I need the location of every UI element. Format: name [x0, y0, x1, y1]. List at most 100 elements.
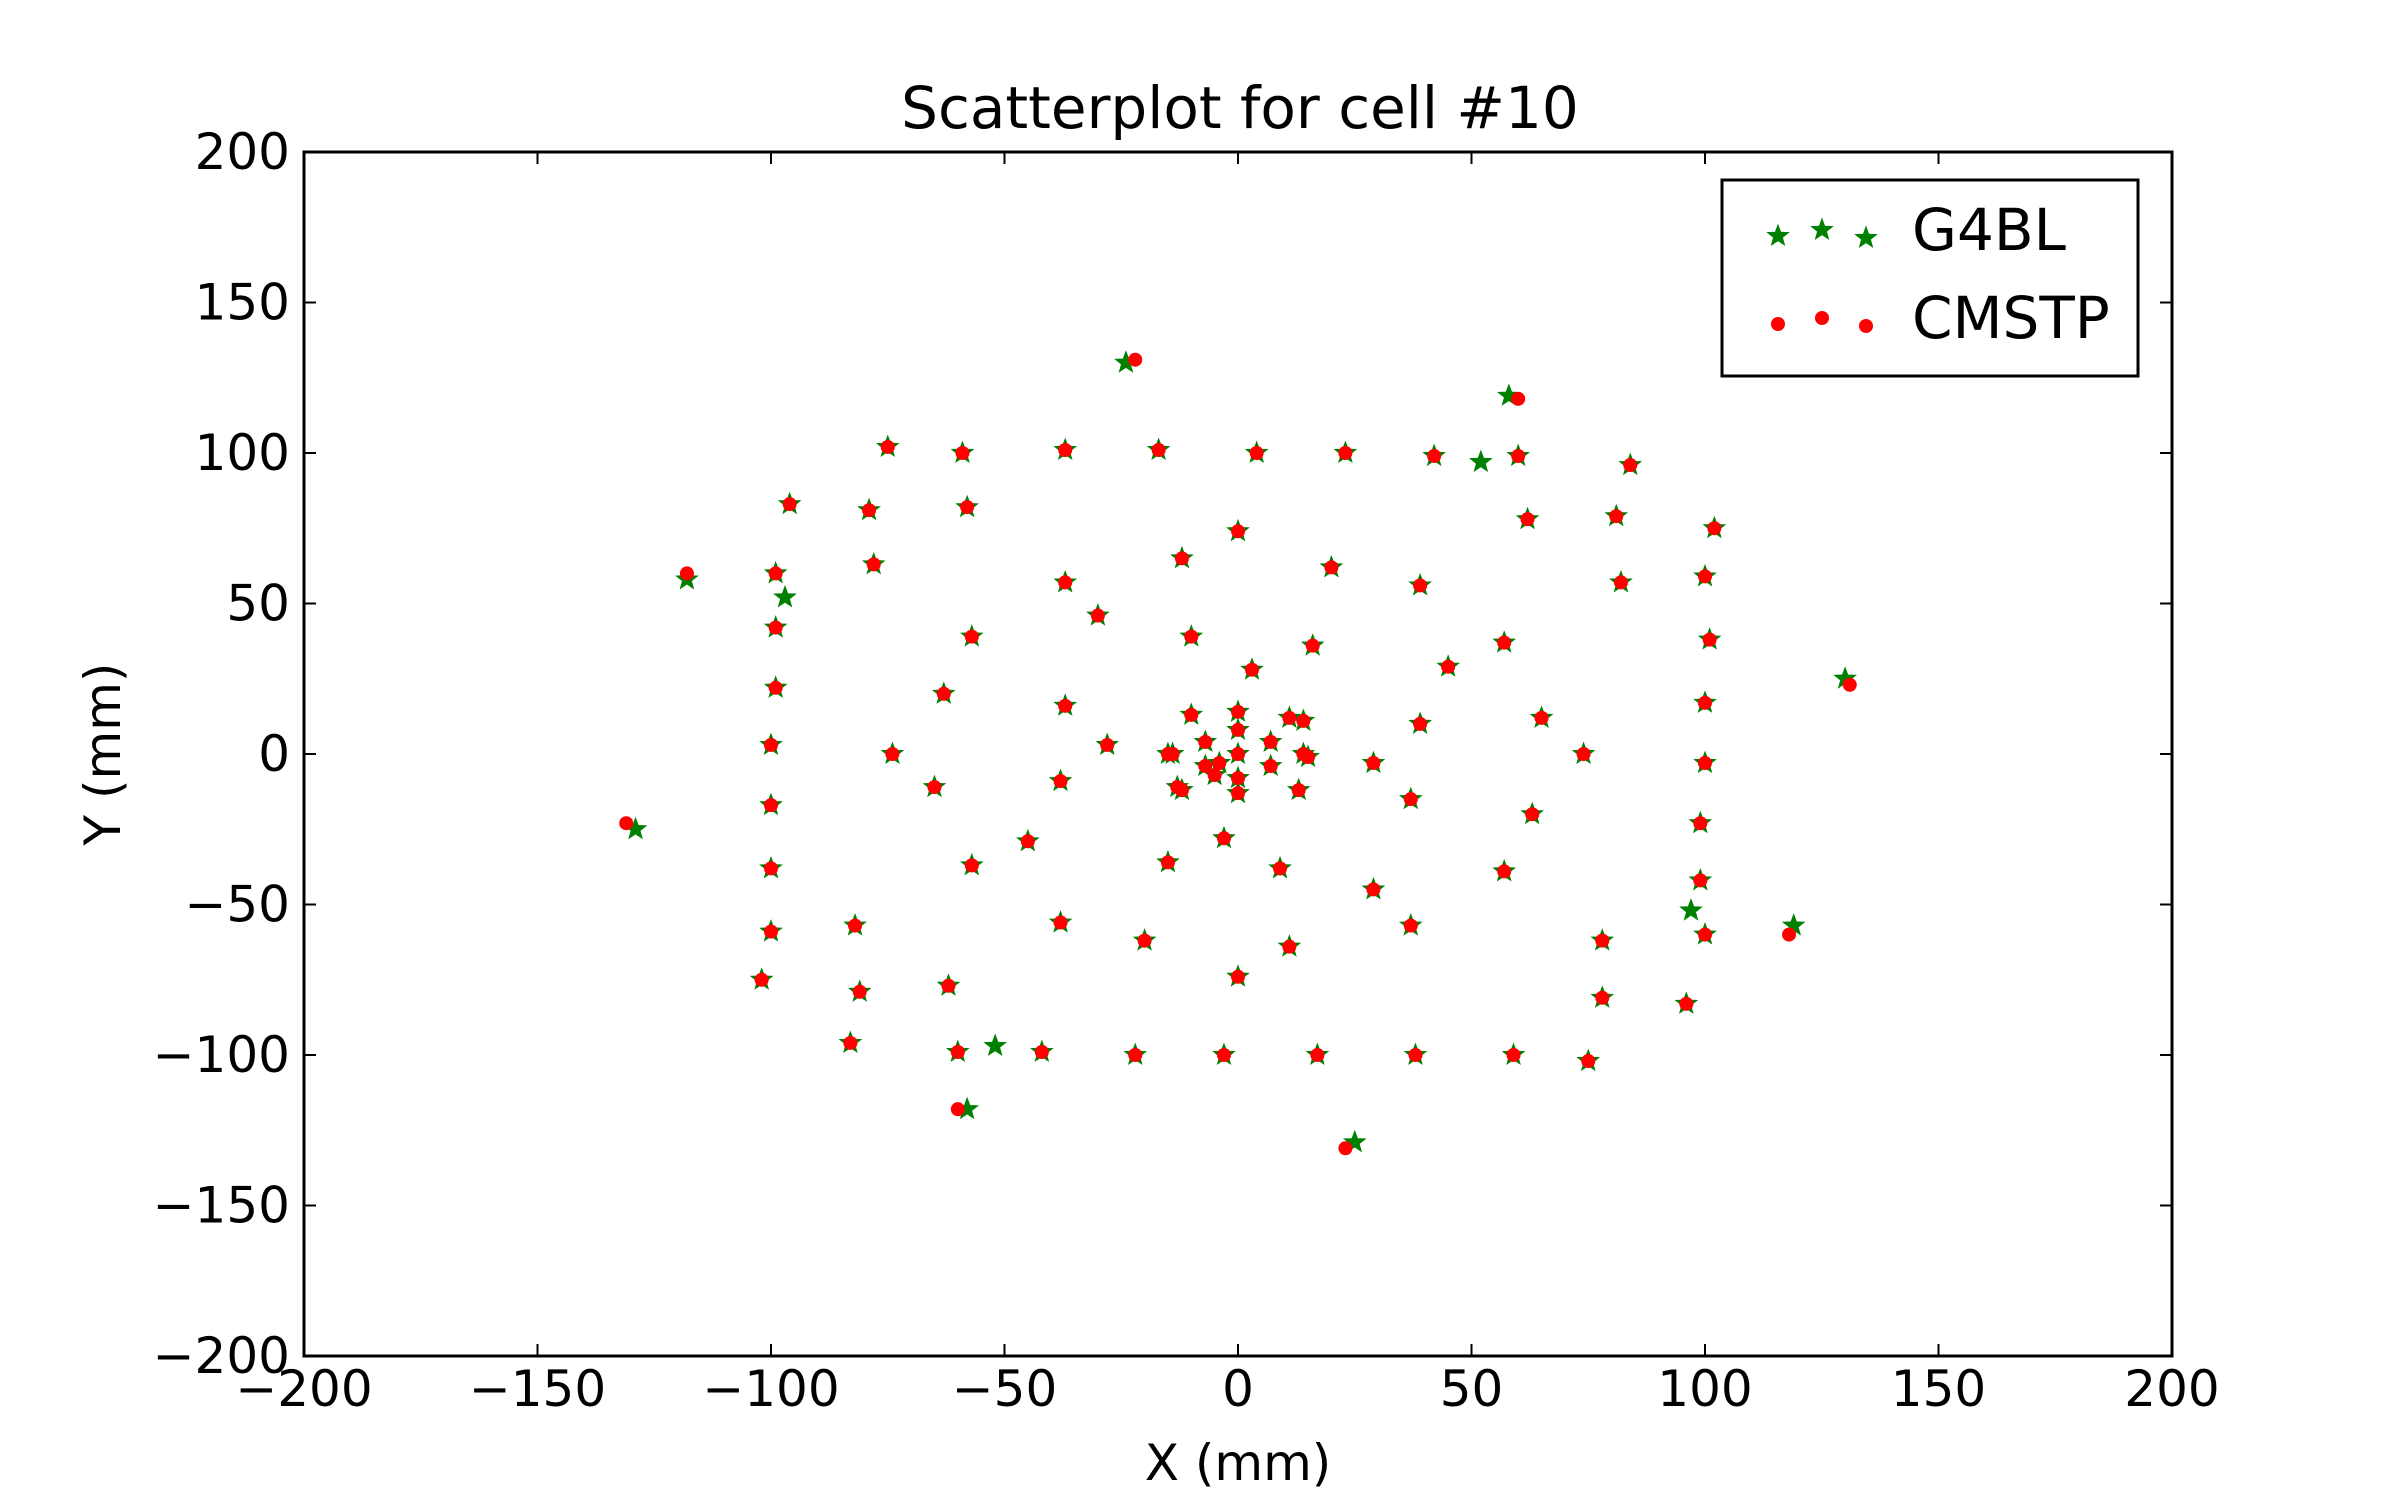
plot-frame: [302, 150, 2174, 1358]
cmstp-point: [866, 557, 881, 572]
cmstp-point: [964, 858, 979, 873]
cmstp-point: [1058, 442, 1073, 457]
y-tick-label: −50: [184, 876, 290, 934]
cmstp-point: [1693, 873, 1708, 888]
legend-marker-g4bl: [1766, 223, 1790, 247]
cmstp-point: [1427, 449, 1442, 464]
y-tick-label: −100: [153, 1026, 290, 1084]
cmstp-point: [1184, 629, 1199, 644]
legend: G4BL CMSTP: [1720, 178, 2140, 378]
cmstp-point: [1441, 659, 1456, 674]
x-tick-label: 150: [1891, 1360, 1986, 1418]
cmstp-point: [1174, 551, 1189, 566]
g4bl-point: [1342, 1129, 1367, 1153]
x-tick-label: −100: [702, 1360, 839, 1418]
cmstp-point: [1301, 750, 1316, 765]
y-tick-label: 150: [195, 274, 290, 332]
cmstp-point: [1151, 442, 1166, 457]
cmstp-point: [1058, 575, 1073, 590]
cmstp-point: [862, 503, 877, 518]
cmstp-point: [1282, 939, 1297, 954]
cmstp-point: [764, 798, 778, 813]
cmstp-point: [1403, 792, 1418, 807]
cmstp-point: [1534, 710, 1549, 725]
cmstp-point: [1034, 1044, 1049, 1059]
cmstp-point: [1520, 512, 1535, 527]
cmstp-point: [852, 984, 867, 999]
cmstp-point: [1053, 915, 1068, 930]
legend-box: [1720, 178, 2140, 378]
cmstp-point: [1170, 780, 1185, 795]
cmstp-point: [1408, 1048, 1423, 1062]
y-tick-label: 0: [258, 725, 290, 783]
cmstp-point: [782, 497, 797, 512]
cmstp-point: [1595, 933, 1610, 948]
cmstp-point: [1609, 509, 1624, 524]
cmstp-point: [1216, 831, 1231, 846]
x-tick-label: −150: [469, 1360, 606, 1418]
cmstp-point: [1128, 1048, 1143, 1062]
y-tick-label: −150: [153, 1177, 290, 1235]
cmstp-point: [1511, 449, 1526, 464]
cmstp-point: [1160, 747, 1175, 761]
cmstp-point: [1338, 446, 1353, 460]
legend-marker-cmstp: [1859, 319, 1873, 333]
cmstp-point: [1090, 608, 1105, 623]
cmstp-point: [927, 780, 942, 795]
cmstp-point: [1137, 933, 1152, 948]
cmstp-point: [764, 861, 778, 876]
cmstp-point: [1702, 632, 1717, 647]
cmstp-point: [941, 978, 956, 993]
legend-marker-g4bl: [1810, 217, 1834, 241]
cmstp-point: [1128, 352, 1143, 367]
cmstp-point: [1842, 677, 1857, 692]
cmstp-point: [1595, 990, 1610, 1005]
cmstp-point: [1305, 638, 1320, 653]
cmstp-point: [1184, 707, 1199, 722]
cmstp-point: [1296, 713, 1311, 728]
g4bl-point: [1679, 898, 1703, 921]
cmstp-point: [1231, 704, 1245, 719]
x-tick-label: −200: [235, 1360, 372, 1418]
cmstp-point: [1413, 578, 1428, 593]
cmstp-point: [754, 972, 769, 987]
cmstp-point: [1613, 575, 1628, 590]
cmstp-point: [764, 924, 778, 939]
cmstp-point: [950, 1044, 965, 1059]
legend-label-cmstp: CMSTP: [1912, 284, 2110, 352]
cmstp-point: [843, 1035, 858, 1050]
cmstp-point: [1198, 734, 1213, 749]
cmstp-point: [1273, 861, 1288, 876]
cmstp-point: [1198, 759, 1213, 774]
legend-label-g4bl: G4BL: [1912, 196, 2066, 264]
g4bl-point: [983, 1033, 1007, 1057]
cmstp-point: [1366, 882, 1381, 897]
cmstp-point: [1231, 747, 1245, 761]
cmstp-point: [768, 680, 783, 695]
cmstp-point: [1782, 927, 1797, 942]
cmstp-point: [1366, 756, 1381, 771]
x-tick-label: 50: [1440, 1360, 1504, 1418]
x-tick-label: −50: [952, 1360, 1058, 1418]
cmstp-point: [619, 816, 634, 831]
cmstp-point: [1231, 722, 1245, 737]
cmstp-point: [1263, 759, 1278, 774]
cmstp-point: [1338, 1141, 1353, 1156]
cmstp-point: [1231, 786, 1245, 801]
chart-title: Scatterplot for cell #10: [901, 74, 1579, 142]
cmstp-point: [1207, 768, 1222, 783]
cmstp-point: [1058, 698, 1073, 713]
cmstp-point: [1231, 771, 1245, 786]
g4bl-point: [773, 585, 797, 608]
cmstp-point: [1698, 569, 1712, 584]
cmstp-point: [1231, 524, 1245, 539]
cmstp-point: [1100, 737, 1115, 752]
cmstp-point: [1497, 635, 1512, 650]
cmstp-point: [1231, 969, 1245, 984]
g4bl-point: [1469, 449, 1493, 473]
cmstp-point: [1497, 864, 1512, 879]
cmstp-point: [679, 566, 694, 581]
cmstp-point: [768, 620, 783, 635]
y-tick-label: −200: [153, 1327, 290, 1385]
